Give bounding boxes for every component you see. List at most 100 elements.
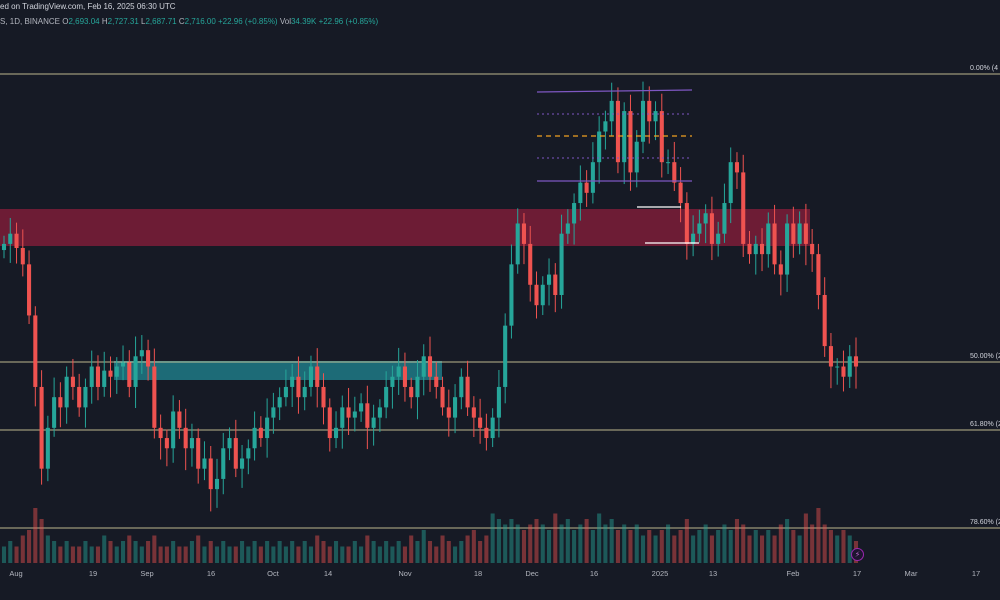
volume-bar bbox=[540, 524, 545, 563]
volume-bar bbox=[365, 535, 370, 563]
candle-body bbox=[277, 397, 282, 408]
volume-bar bbox=[258, 546, 263, 563]
volume-bar bbox=[164, 546, 169, 563]
candle-body bbox=[672, 162, 677, 183]
volume-bar bbox=[728, 530, 733, 563]
close-label: C bbox=[178, 17, 185, 26]
volume-bar bbox=[684, 519, 689, 563]
volume-bar bbox=[453, 546, 458, 563]
candle-body bbox=[572, 203, 577, 224]
candle-body bbox=[8, 233, 13, 244]
volume-bar bbox=[27, 530, 32, 563]
volume-bar bbox=[515, 524, 520, 563]
volume-bar bbox=[647, 530, 652, 563]
volume-bar bbox=[127, 535, 132, 563]
volume-bar bbox=[521, 530, 527, 563]
candle-body bbox=[728, 162, 733, 204]
volume-value: 34.39K bbox=[290, 17, 317, 26]
candle-body bbox=[302, 386, 307, 398]
candle-body bbox=[89, 366, 94, 387]
volume-bar bbox=[277, 541, 282, 563]
volume-bar bbox=[759, 535, 765, 563]
volume-bar bbox=[208, 541, 213, 563]
x-axis-label: Mar bbox=[905, 569, 918, 578]
volume-bar bbox=[139, 546, 144, 563]
candle-body bbox=[202, 458, 207, 469]
candle-body bbox=[233, 438, 238, 469]
volume-bar bbox=[246, 546, 251, 563]
candle-body bbox=[753, 243, 758, 255]
candle-body bbox=[258, 427, 263, 439]
lightning-icon[interactable]: ⚡ bbox=[851, 548, 864, 561]
volume-bar bbox=[791, 530, 796, 563]
candle-body bbox=[847, 356, 852, 377]
volume-bar bbox=[64, 541, 69, 563]
volume-bar bbox=[120, 541, 126, 563]
volume-bar bbox=[33, 508, 38, 563]
volume-bar bbox=[45, 535, 50, 563]
candle-body bbox=[20, 248, 25, 265]
candle-body bbox=[146, 350, 151, 367]
bottom-toolbar bbox=[0, 579, 1000, 600]
candle-body bbox=[83, 386, 88, 408]
volume-bar bbox=[290, 541, 295, 563]
volume-bar bbox=[77, 546, 82, 563]
volume-bar bbox=[415, 541, 420, 563]
candle-body bbox=[778, 264, 783, 275]
candle-body bbox=[465, 376, 470, 408]
volume-bar bbox=[202, 546, 207, 563]
candle-body bbox=[634, 141, 639, 173]
volume-bar bbox=[622, 524, 627, 563]
candle-body bbox=[615, 100, 620, 163]
fib-label-0: 0.00% (4 bbox=[970, 65, 998, 72]
volume-bar bbox=[402, 546, 407, 563]
volume-bar bbox=[70, 546, 75, 563]
volume-bar bbox=[283, 546, 288, 563]
channel-top bbox=[536, 89, 693, 93]
volume-bar bbox=[296, 546, 301, 563]
volume-bar bbox=[766, 530, 771, 563]
candle-body bbox=[653, 111, 658, 122]
volume-bar bbox=[559, 524, 564, 563]
candle-body bbox=[546, 274, 552, 285]
volume-bar bbox=[14, 546, 19, 563]
volume-bar bbox=[352, 541, 357, 563]
volume-bar bbox=[678, 530, 683, 563]
candle-body bbox=[503, 325, 508, 387]
ohlc-legend: S, 1D, BINANCE O2,693.04 H2,727.31 L2,68… bbox=[0, 17, 378, 26]
volume-bar bbox=[146, 541, 151, 563]
volume-bar bbox=[634, 524, 639, 563]
volume-bar bbox=[847, 535, 852, 563]
candle-body bbox=[540, 284, 545, 306]
candle-body bbox=[27, 264, 32, 316]
candle-body bbox=[647, 100, 652, 122]
symbol-info: S, 1D, BINANCE bbox=[0, 17, 61, 26]
candle-body bbox=[102, 370, 107, 387]
open-value: 2,693.04 bbox=[68, 17, 100, 26]
candle-body bbox=[490, 417, 495, 439]
volume-bar bbox=[321, 541, 326, 563]
volume-bar bbox=[171, 541, 176, 563]
volume-bar bbox=[421, 530, 426, 563]
volume-bar bbox=[158, 546, 163, 563]
volume-bar bbox=[753, 530, 758, 563]
candle-body bbox=[440, 386, 445, 408]
candle-body bbox=[515, 223, 520, 265]
candle-body bbox=[628, 111, 633, 173]
x-axis-label: 16 bbox=[590, 569, 598, 578]
candle-body bbox=[427, 356, 433, 377]
candle-body bbox=[434, 376, 439, 387]
volume-bar bbox=[333, 541, 339, 563]
x-axis-label: 13 bbox=[709, 569, 717, 578]
candle-body bbox=[120, 362, 126, 367]
volume-bar bbox=[822, 524, 827, 563]
candle-body bbox=[246, 448, 251, 459]
candle-body bbox=[214, 478, 220, 490]
volume-bar bbox=[747, 535, 752, 563]
candle-body bbox=[315, 366, 320, 387]
candle-body bbox=[640, 100, 646, 142]
volume-bar bbox=[340, 546, 345, 563]
volume-bar bbox=[108, 541, 113, 563]
candle-body bbox=[359, 403, 364, 412]
